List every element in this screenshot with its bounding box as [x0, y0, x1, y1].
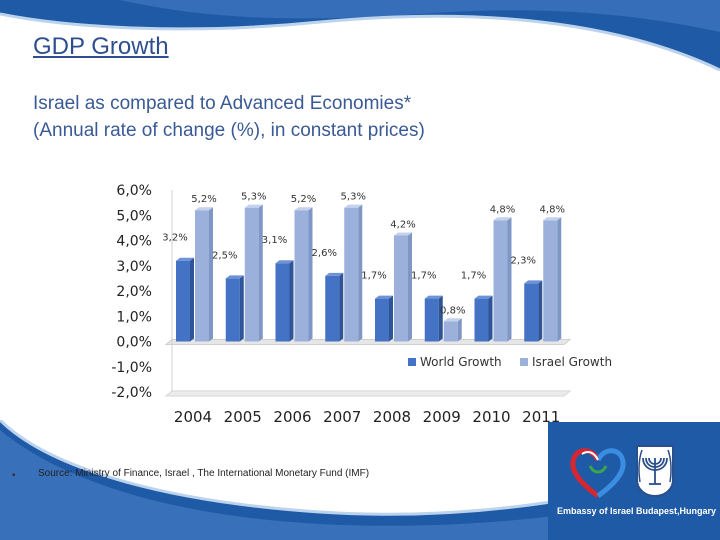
y-tick-label: 4,0% — [116, 234, 152, 250]
y-tick-label: 3,0% — [116, 259, 152, 275]
data-label: 5,2% — [291, 194, 316, 205]
heart-logo-icon — [570, 448, 626, 499]
bar-israel — [493, 220, 508, 342]
subtitle-line-1: Israel as compared to Advanced Economies… — [33, 93, 412, 114]
bar-top — [474, 295, 493, 299]
bar-israel — [344, 207, 359, 342]
y-tick-label: -1,0% — [111, 360, 152, 376]
bar-israel — [443, 321, 458, 342]
bar-top — [443, 318, 462, 322]
chart-floor — [164, 339, 572, 345]
bar-side — [339, 272, 344, 342]
data-label: 3,2% — [162, 233, 187, 244]
bar-side — [289, 260, 294, 342]
footer-wave — [0, 420, 720, 540]
bar-side — [488, 295, 493, 342]
gdp-growth-chart: 6,0% 5,0% 4,0% 3,0% 2,0% 1,0% 0,0% -1,0% -2,0% 3,… — [111, 183, 612, 426]
source-bullet: ▪ — [12, 470, 16, 481]
y-tick-label: 6,0% — [116, 183, 152, 199]
bar-side — [209, 207, 213, 342]
data-label: 5,3% — [341, 192, 366, 203]
bar-israel — [394, 235, 408, 342]
data-label: 2,3% — [511, 255, 536, 266]
bar-israel — [244, 207, 259, 342]
x-tick-label: 2008 — [373, 408, 411, 426]
header-wave — [0, 0, 720, 72]
bar-side — [358, 204, 363, 342]
x-tick-label: 2004 — [174, 408, 212, 426]
bar-top — [375, 295, 393, 299]
bar-israel — [294, 210, 309, 342]
x-tick-label: 2011 — [522, 408, 560, 426]
x-tick-label: 2006 — [273, 408, 311, 426]
y-tick-label: 5,0% — [116, 208, 152, 224]
bar-side — [190, 257, 194, 342]
legend-label-world: World Growth — [420, 355, 502, 369]
bar-top — [344, 204, 363, 208]
data-label: 1,7% — [411, 271, 436, 282]
slide-title: GDP Growth — [33, 33, 169, 60]
data-label: 5,2% — [191, 194, 216, 205]
legend-swatch-israel — [520, 358, 528, 366]
bar-side — [438, 295, 443, 342]
bar-world — [275, 263, 290, 342]
bar-side — [507, 217, 512, 342]
bar-top — [225, 275, 244, 279]
bar-top — [275, 260, 294, 264]
bar-side — [538, 280, 543, 342]
subtitle-line-2: (Annual rate of change (%), in constant … — [33, 120, 425, 141]
bar-top — [394, 232, 412, 236]
bar-side — [457, 318, 462, 342]
bar-side — [239, 275, 244, 342]
bar-top — [195, 207, 213, 211]
data-label: 4,8% — [490, 204, 515, 215]
bar-world — [524, 283, 539, 342]
source-note: Source: Ministry of Finance, Israel , Th… — [38, 468, 370, 479]
data-label: 0,8% — [440, 305, 465, 316]
bar-world — [225, 278, 240, 342]
data-label: 3,1% — [262, 235, 287, 246]
israel-emblem-icon — [636, 445, 674, 498]
data-label: 2,6% — [312, 248, 337, 259]
data-label: 1,7% — [461, 271, 486, 282]
data-label: 1,7% — [361, 271, 386, 282]
data-label: 2,5% — [212, 250, 237, 261]
bar-top — [294, 207, 313, 211]
y-tick-label: 2,0% — [116, 284, 152, 300]
bar-side — [408, 232, 412, 342]
legend-label-israel: Israel Growth — [532, 355, 612, 369]
slide-subtitle: Israel as compared to Advanced Economies… — [33, 90, 425, 144]
bar-world — [424, 298, 439, 342]
bar-top — [244, 204, 263, 208]
x-tick-label: 2005 — [224, 408, 262, 426]
y-tick-label: 1,0% — [116, 309, 152, 325]
bar-side — [389, 295, 393, 342]
data-label: 4,8% — [540, 204, 565, 215]
bar-side — [557, 217, 562, 342]
bar-top — [424, 295, 443, 299]
x-tick-label: 2010 — [472, 408, 510, 426]
x-tick-label: 2007 — [323, 408, 361, 426]
bar-israel — [543, 220, 558, 342]
bar-world — [325, 275, 340, 342]
bar-world — [375, 298, 389, 342]
bar-top — [176, 257, 194, 261]
y-tick-label: -2,0% — [111, 385, 152, 401]
data-label: 5,3% — [241, 192, 266, 203]
data-label: 4,2% — [390, 219, 415, 230]
x-tick-label: 2009 — [423, 408, 461, 426]
bar-top — [493, 217, 512, 221]
bar-side — [308, 207, 313, 342]
bar-world — [176, 260, 190, 342]
bar-top — [543, 217, 562, 221]
bar-world — [474, 298, 489, 342]
legend-swatch-world — [408, 358, 416, 366]
bar-top — [325, 272, 344, 276]
bar-side — [258, 204, 263, 342]
chart-base — [164, 390, 572, 397]
bar-top — [524, 280, 543, 284]
bar-israel — [195, 210, 209, 342]
embassy-caption: Embassy of Israel Budapest,Hungary — [557, 506, 717, 516]
y-tick-label: 0,0% — [116, 335, 152, 351]
